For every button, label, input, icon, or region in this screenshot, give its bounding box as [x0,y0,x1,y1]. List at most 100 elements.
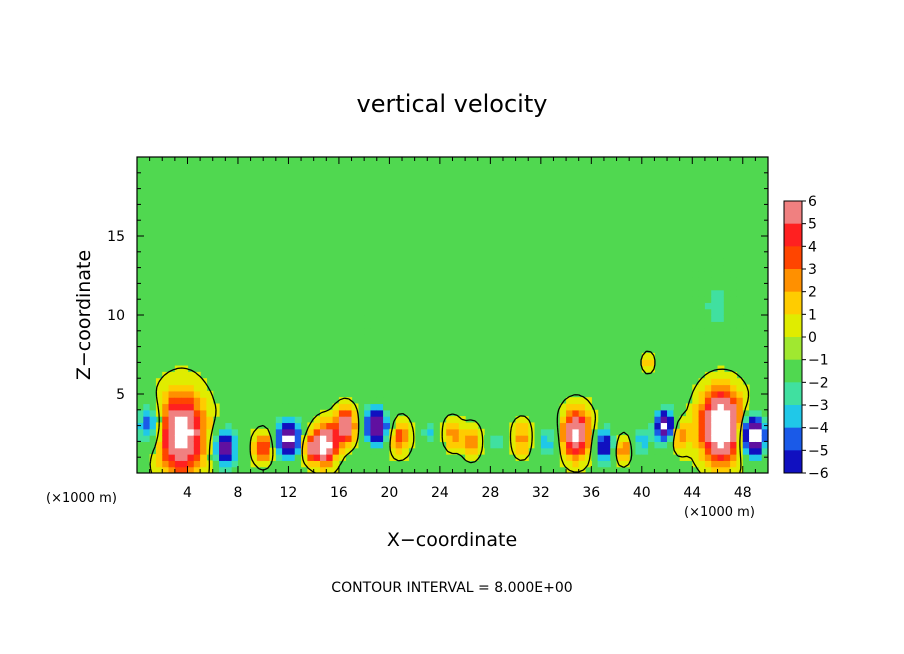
heatmap-cell [389,435,397,442]
heatmap-cell [149,466,157,473]
heatmap-cell [263,441,271,449]
heatmap-cell [610,454,618,461]
heatmap-cell [711,397,719,405]
heatmap-cell [301,454,308,461]
heatmap-cell [496,454,504,461]
heatmap-cell [761,409,768,417]
heatmap-cell [515,441,523,449]
heatmap-cell [383,409,390,417]
heatmap-cell [521,447,529,455]
heatmap-cell [326,441,334,449]
heatmap-cell [698,397,706,405]
heatmap-cell [282,454,290,461]
heatmap-cell [294,460,302,468]
heatmap-cell [723,378,731,386]
heatmap-cell [294,441,302,449]
heatmap-cell [704,403,712,411]
heatmap-cell [534,447,542,455]
heatmap-cell [641,447,649,455]
heatmap-cell [654,416,662,424]
heatmap-cell [717,308,725,316]
heatmap-cell [408,441,416,449]
heatmap-cell [692,422,700,430]
heatmap-cell [162,409,170,417]
heatmap-cell [351,441,359,449]
heatmap-cell [168,371,176,379]
heatmap-cell [685,428,693,436]
heatmap-cell [200,390,208,398]
heatmap-cell [717,390,725,398]
heatmap-cell [376,422,384,430]
heatmap-cell [704,270,712,278]
heatmap-cell [660,422,668,430]
heatmap-cell [629,428,637,436]
heatmap-cell [641,359,649,367]
heatmap-cell [162,397,170,405]
colorbar-label: 6 [808,194,817,210]
heatmap-cell [603,416,611,424]
heatmap-cell [648,352,656,360]
heatmap-cell [648,409,656,417]
heatmap-cell [193,403,201,411]
heatmap-cell [471,435,479,442]
heatmap-cell [282,409,290,417]
heatmap-cell [717,251,725,259]
heatmap-cell [332,454,340,461]
heatmap-cell [667,422,674,430]
heatmap-cell [667,403,674,411]
heatmap-cell [364,416,372,424]
heatmap-cell [174,416,182,424]
heatmap-cell [730,409,738,417]
heatmap-cell [736,384,744,392]
heatmap-cell [723,327,731,335]
heatmap-cell [698,403,706,411]
heatmap-cell [610,422,618,430]
heatmap-cell [370,422,378,430]
heatmap-cell [137,403,144,411]
heatmap-cell [736,403,744,411]
heatmap-cell [566,460,573,468]
x-tick-label: 40 [633,485,651,501]
heatmap-cell [288,435,296,442]
heatmap-cell [332,422,340,430]
heatmap-cell [282,447,290,455]
heatmap-cell [585,409,592,417]
heatmap-cell [723,340,731,348]
heatmap-cell [193,428,201,436]
heatmap-cell [427,441,435,449]
heatmap-cell [654,428,662,436]
heatmap-cell [660,428,668,436]
heatmap-cell [338,435,346,442]
colorbar-label: −1 [808,353,829,369]
heatmap-cell [585,428,592,436]
heatmap-cell [288,466,296,473]
heatmap-cell [698,441,706,449]
contour-interval-note: CONTOUR INTERVAL = 8.000E+00 [331,580,572,596]
heatmap-cell [162,435,170,442]
heatmap-cell [275,409,283,417]
heatmap-cell [711,416,719,424]
heatmap-cell [692,302,700,310]
heatmap-cell [717,340,725,348]
heatmap-cell [174,390,182,398]
heatmap-cell [698,390,706,398]
heatmap-cell [256,435,264,442]
heatmap-cell [597,460,605,468]
heatmap-cell [364,333,372,341]
heatmap-cell [742,447,750,455]
heatmap-cell [168,466,176,473]
heatmap-cell [376,390,384,398]
heatmap-cell [698,321,706,329]
heatmap-cell [692,327,700,335]
heatmap-cell [723,371,731,379]
heatmap-cell [515,435,523,442]
heatmap-cell [723,321,731,329]
heatmap-cell [736,416,744,424]
heatmap-cell [711,390,719,398]
heatmap-cell [742,454,750,461]
x-unit-label-right: (×1000 m) [684,505,755,520]
heatmap-cell [174,384,182,392]
heatmap-cell [149,422,157,430]
heatmap-cell [648,441,656,449]
heatmap-cell [402,447,409,455]
